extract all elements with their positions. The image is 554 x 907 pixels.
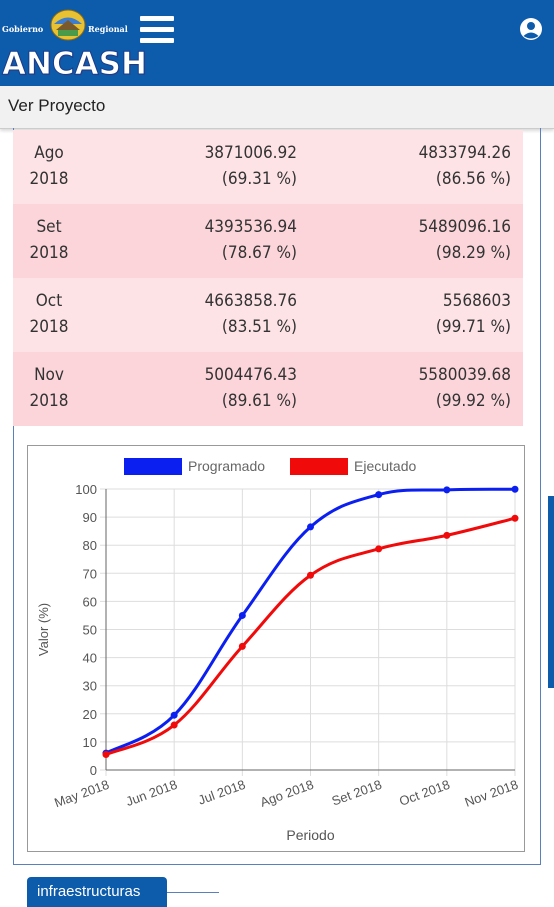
- logo-text-ancash: ANCASH: [2, 46, 148, 83]
- project-panel: [13, 128, 541, 865]
- period-cell: Set 2018: [29, 217, 69, 263]
- ejecutado-cell: 4833794.26 (86.56 %): [418, 143, 511, 189]
- data-point: [511, 514, 519, 522]
- progress-line-chart: 0 10 20 30 40 50 60 70 80 90 100 May 2018 Jun 2018 Ju…: [36, 458, 520, 843]
- table-row: Set 2018 4393536.94 (78.67 %) 5489096.16 (9…: [13, 204, 523, 278]
- legend-label: Ejecutado: [354, 458, 416, 474]
- y-tick-label: 90: [83, 510, 97, 525]
- data-point: [375, 491, 383, 499]
- progress-chart-container: 0 10 20 30 40 50 60 70 80 90 100 May 2018 Jun 2018 Ju…: [27, 445, 525, 852]
- top-app-bar: Gobierno Regional ANCASH: [0, 0, 554, 86]
- y-tick-label: 70: [83, 566, 97, 581]
- x-tick-label: Oct 2018: [397, 777, 452, 809]
- table-row: Oct 2018 4663858.76 (83.51 %) 5568603 (99.7…: [13, 278, 523, 352]
- data-point: [307, 571, 314, 579]
- data-point: [443, 486, 451, 494]
- data-point: [511, 485, 519, 493]
- table-row: Nov 2018 5004476.43 (89.61 %) 5580039.68 (9…: [13, 352, 523, 426]
- scrollbar-thumb[interactable]: [548, 496, 554, 688]
- legend-swatch: [290, 458, 348, 475]
- page-title: Ver Proyecto: [8, 96, 106, 115]
- x-tick-label: May 2018: [52, 777, 111, 811]
- logo-text-regional: Regional: [88, 24, 128, 34]
- x-tick-label: Jul 2018: [196, 777, 247, 808]
- x-tick-label: Set 2018: [330, 777, 384, 809]
- ancash-logo: Gobierno Regional ANCASH: [2, 4, 147, 83]
- y-tick-label: 80: [83, 538, 97, 553]
- x-tick-label: Ago 2018: [258, 777, 315, 810]
- data-point: [238, 642, 246, 650]
- period-cell: Oct 2018: [29, 291, 69, 337]
- logo-text-gobierno: Gobierno: [2, 24, 44, 34]
- data-point: [443, 531, 451, 539]
- y-tick-label: 20: [83, 707, 97, 722]
- tab-label: infraestructuras: [37, 883, 141, 900]
- x-tick-label: Nov 2018: [463, 777, 520, 810]
- tab-infraestructuras[interactable]: infraestructuras: [27, 877, 167, 907]
- y-tick-label: 0: [90, 763, 97, 778]
- period-cell: Ago 2018: [29, 143, 69, 189]
- legend-swatch: [124, 458, 182, 475]
- tab-underline: [167, 892, 219, 893]
- data-point: [170, 721, 178, 729]
- y-tick-label: 60: [83, 594, 97, 609]
- legend-label: Programado: [188, 458, 265, 474]
- regional-emblem-icon: [50, 9, 86, 41]
- ejecutado-cell: 5580039.68 (99.92 %): [418, 365, 511, 411]
- programado-cell: 3871006.92 (69.31 %): [204, 143, 297, 189]
- table-row: Ago 2018 3871006.92 (69.31 %) 4833794.26 (8…: [13, 130, 523, 204]
- y-axis-title: Valor (%): [36, 603, 51, 656]
- y-tick-label: 30: [83, 679, 97, 694]
- data-point: [170, 711, 178, 719]
- y-tick-label: 40: [83, 651, 97, 666]
- y-tick-label: 10: [83, 735, 97, 750]
- ejecutado-cell: 5489096.16 (98.29 %): [418, 217, 511, 263]
- page-header: Ver Proyecto: [0, 86, 554, 129]
- account-circle-icon[interactable]: [519, 17, 543, 41]
- hamburger-icon[interactable]: [140, 16, 174, 48]
- data-point: [238, 611, 246, 619]
- ejecutado-cell: 5568603 (99.71 %): [435, 291, 511, 337]
- data-point: [102, 751, 110, 759]
- period-cell: Nov 2018: [29, 365, 69, 411]
- y-tick-label: 100: [75, 482, 97, 497]
- y-tick-label: 50: [83, 623, 97, 638]
- data-point: [307, 523, 314, 531]
- x-axis-title: Periodo: [286, 827, 334, 843]
- x-tick-label: Jun 2018: [124, 777, 179, 809]
- programado-cell: 4393536.94 (78.67 %): [204, 217, 297, 263]
- programado-cell: 5004476.43 (89.61 %): [204, 365, 297, 411]
- programado-cell: 4663858.76 (83.51 %): [204, 291, 297, 337]
- data-point: [375, 545, 383, 553]
